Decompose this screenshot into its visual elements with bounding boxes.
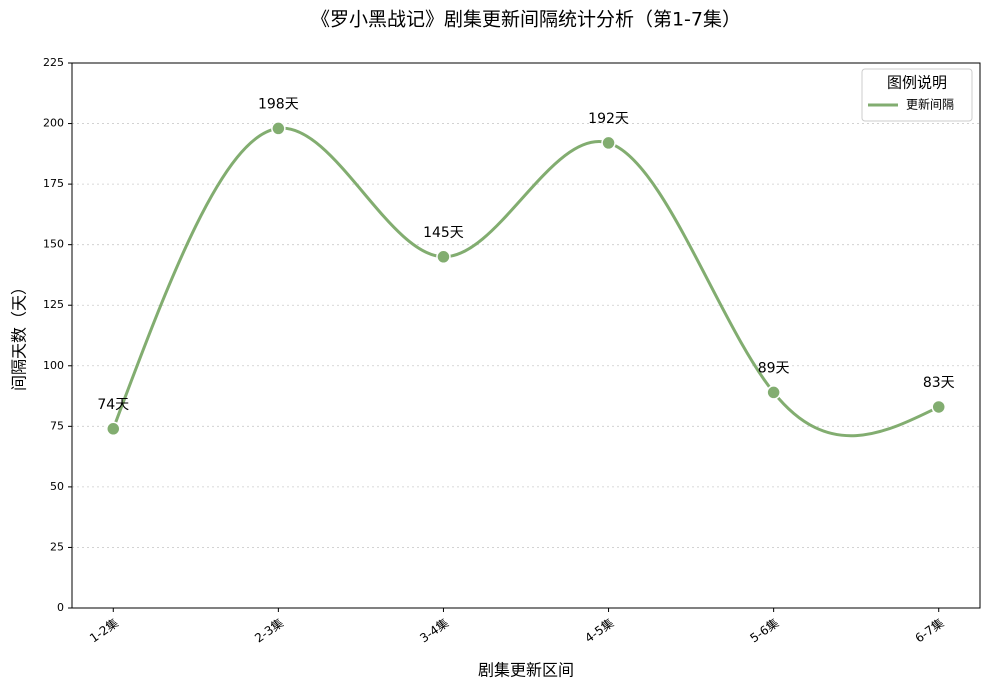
y-tick-label: 225: [43, 56, 64, 69]
line: [111, 126, 940, 438]
data-label: 83天: [923, 375, 955, 391]
point: [766, 385, 781, 400]
data-label: 198天: [258, 96, 299, 112]
legend-label: 更新间隔: [906, 97, 954, 112]
legend-title: 图例说明: [887, 74, 947, 92]
y-tick-label: 200: [43, 117, 64, 130]
point: [271, 121, 286, 136]
y-tick-label: 125: [43, 298, 64, 311]
x-tick-label: 2-3集: [252, 615, 286, 645]
x-tick-label: 1-2集: [87, 615, 121, 645]
y-tick-label: 150: [43, 238, 64, 251]
chart-title: 《罗小黑战记》剧集更新间隔统计分析（第1-7集）: [311, 9, 741, 31]
y-tick-label: 175: [43, 177, 64, 190]
plot-frame: [71, 62, 981, 609]
point: [601, 135, 616, 151]
legend-box: [861, 68, 973, 122]
data-label: 74天: [97, 397, 129, 413]
y-tick-label: 0: [57, 601, 64, 614]
y-tick-label: 75: [50, 419, 64, 432]
data-label: 145天: [423, 225, 464, 241]
x-tick-label: 4-5集: [582, 615, 616, 645]
data-label: 192天: [588, 111, 629, 127]
point: [931, 399, 946, 415]
x-axis-label: 剧集更新区间: [478, 661, 574, 680]
point: [106, 421, 121, 437]
y-tick-label: 50: [50, 480, 64, 493]
point: [436, 249, 451, 265]
data-label: 89天: [758, 360, 790, 376]
y-tick-label: 100: [43, 359, 64, 372]
x-tick-label: 5-6集: [747, 615, 781, 645]
y-tick-label: 25: [50, 540, 64, 553]
x-tick-label: 3-4集: [417, 615, 451, 645]
x-tick-label: 6-7集: [912, 615, 946, 645]
y-axis-label: 间隔天数（天）: [10, 279, 29, 391]
